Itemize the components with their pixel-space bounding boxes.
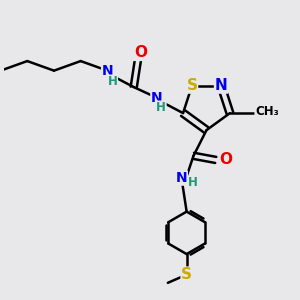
Text: CH₃: CH₃ (255, 105, 279, 118)
Text: O: O (219, 152, 232, 167)
Text: H: H (188, 176, 197, 189)
Text: S: S (187, 78, 197, 93)
Text: N: N (176, 171, 187, 185)
Text: N: N (151, 91, 163, 105)
Text: H: H (108, 75, 118, 88)
Text: O: O (134, 45, 147, 60)
Text: S: S (181, 267, 192, 282)
Text: N: N (214, 78, 227, 93)
Text: N: N (102, 64, 113, 78)
Text: H: H (156, 101, 166, 114)
